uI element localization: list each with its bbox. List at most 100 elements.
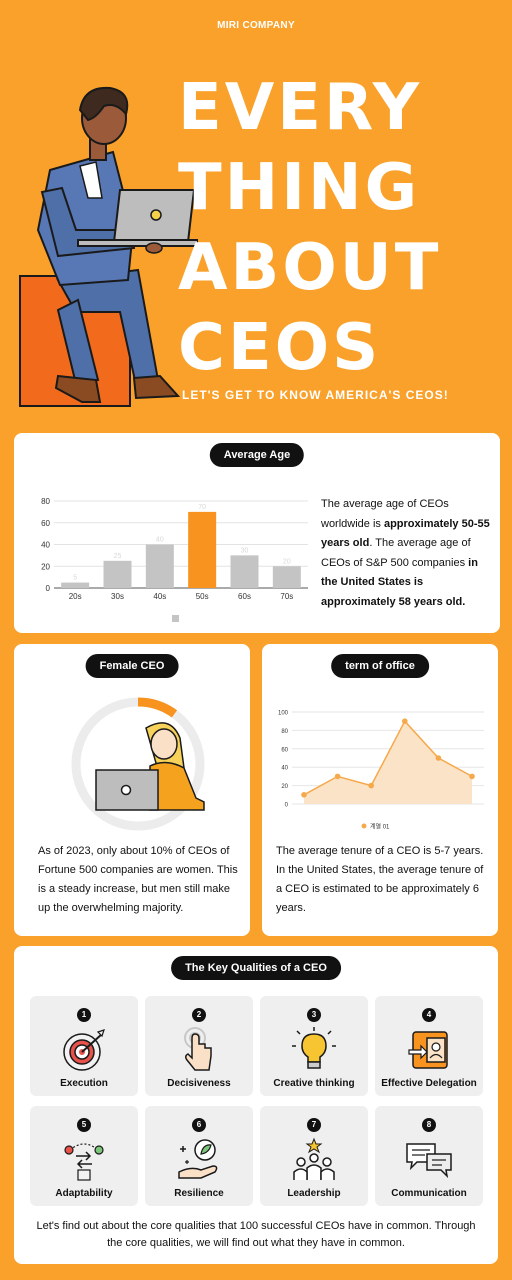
data-point bbox=[469, 773, 475, 780]
quality-number: 3 bbox=[307, 1008, 321, 1022]
data-label: 70 bbox=[198, 504, 206, 511]
x-tick-label: 20s bbox=[69, 592, 82, 601]
key-qualities-footer: Let's find out about the core qualities … bbox=[36, 1220, 476, 1249]
x-tick-label: 70s bbox=[280, 592, 293, 601]
chat-bubbles-icon bbox=[406, 1143, 452, 1179]
quality-label: Decisiveness bbox=[167, 1078, 231, 1089]
x-tick-label: 30s bbox=[111, 592, 124, 601]
data-point bbox=[402, 718, 408, 724]
legend-swatch bbox=[172, 615, 179, 622]
target-icon bbox=[63, 1029, 105, 1071]
quality-number: 7 bbox=[307, 1118, 321, 1132]
female-ceo-heading: Female CEO bbox=[85, 654, 179, 678]
quality-label: Adaptability bbox=[55, 1188, 113, 1199]
quality-label: Creative thinking bbox=[273, 1078, 355, 1089]
data-label: 20 bbox=[283, 558, 291, 565]
age-text-bold: approximately 50-55 years old bbox=[321, 517, 490, 550]
quality-tile-creative-thinking: 3 Creative thinking bbox=[260, 996, 368, 1096]
term-of-office-heading: term of office bbox=[331, 654, 429, 678]
data-label: 30 bbox=[241, 547, 249, 554]
term-of-office-description: The average tenure of a CEO is 5-7 years… bbox=[276, 845, 484, 914]
y-tick-label: 20 bbox=[281, 784, 288, 790]
quality-tile-adaptability: 5 Adaptability bbox=[30, 1106, 138, 1206]
x-tick-label: 40s bbox=[153, 592, 166, 601]
data-label: 40 bbox=[156, 537, 164, 544]
age-text-part: The average age of CEOs worldwide is bbox=[321, 498, 449, 530]
bar bbox=[230, 555, 259, 588]
quality-tile-effective-delegation: 4 Effective Delegation bbox=[375, 996, 483, 1096]
term-of-office-area-chart: 0 20 40 60 80 100 계열 01 bbox=[278, 711, 484, 831]
quality-number: 4 bbox=[422, 1008, 436, 1022]
data-point bbox=[334, 773, 341, 780]
y-tick-label: 80 bbox=[281, 729, 288, 735]
y-tick-label: 60 bbox=[41, 519, 50, 528]
age-text-part: . The average age of CEOs of S&P 500 com… bbox=[321, 537, 471, 569]
y-tick-label: 0 bbox=[285, 803, 289, 809]
average-age-bar-chart: 0 20 40 60 80 5 20s 25 30s 40 40s 70 50s 30 60s 20 70s bbox=[41, 497, 308, 622]
female-ceo-donut bbox=[71, 697, 205, 831]
lightbulb-icon bbox=[292, 1027, 336, 1069]
quality-label: Communication bbox=[391, 1188, 467, 1199]
key-qualities-heading: The Key Qualities of a CEO bbox=[171, 956, 341, 980]
bar bbox=[61, 582, 90, 588]
y-tick-label: 40 bbox=[41, 541, 50, 550]
laptop-logo bbox=[120, 784, 132, 796]
brand-name: MIRI COMPANY bbox=[217, 20, 295, 31]
plant-hand-icon bbox=[178, 1139, 218, 1179]
hero-title-line: CEOS bbox=[178, 311, 382, 385]
legend-marker bbox=[361, 823, 367, 829]
female-ceo-description: As of 2023, only about 10% of CEOs of Fo… bbox=[38, 845, 238, 914]
female-ceo-card: Female CEO As of 2023, only about 10% of… bbox=[14, 644, 250, 936]
ceo-laptop-illustration bbox=[19, 86, 198, 407]
quality-number: 1 bbox=[77, 1008, 91, 1022]
bar bbox=[145, 544, 174, 588]
key-qualities-card: The Key Qualities of a CEO 1 Execution 2… bbox=[14, 946, 498, 1264]
data-point bbox=[435, 755, 442, 761]
x-tick-label: 60s bbox=[238, 592, 251, 601]
legend-label: 계열 01 bbox=[370, 823, 390, 831]
quality-number: 6 bbox=[192, 1118, 206, 1132]
data-point bbox=[368, 782, 374, 789]
age-text-bold: in the United States is approximately 58… bbox=[321, 556, 478, 608]
quality-label: Resilience bbox=[174, 1188, 224, 1199]
y-tick-label: 40 bbox=[281, 766, 288, 772]
woman-face bbox=[150, 728, 178, 760]
y-tick-label: 80 bbox=[41, 497, 50, 506]
y-tick-label: 60 bbox=[281, 747, 288, 753]
data-point bbox=[301, 792, 307, 798]
quality-tile-leadership: 7 Leadership bbox=[260, 1106, 368, 1206]
woman-body bbox=[149, 761, 205, 811]
average-age-card: Average Age 0 20 40 60 80 5 20s 25 30s 40 40s 70 50s… bbox=[14, 433, 500, 633]
area-fill bbox=[304, 721, 472, 804]
hero-title-line: THING bbox=[178, 151, 421, 225]
quality-tile-decisiveness: 2 Decisiveness bbox=[145, 996, 253, 1096]
bar bbox=[188, 511, 217, 588]
y-tick-label: 0 bbox=[46, 584, 51, 593]
quality-number: 5 bbox=[77, 1118, 91, 1132]
hero-title-line: EVERY bbox=[178, 71, 423, 145]
quality-tile-resilience: 6 Resilience bbox=[145, 1106, 253, 1206]
delegation-icon bbox=[408, 1031, 448, 1069]
quality-number: 8 bbox=[422, 1118, 436, 1132]
bar bbox=[103, 560, 132, 588]
average-age-heading: Average Age bbox=[209, 443, 305, 467]
donut-percent-arc bbox=[137, 697, 178, 718]
data-label: 25 bbox=[114, 553, 122, 560]
hero-title-line: ABOUT bbox=[178, 231, 442, 305]
hero-subtitle: LET'S GET TO KNOW AMERICA'S CEOS! bbox=[182, 388, 449, 402]
team-icon bbox=[293, 1137, 335, 1180]
bar bbox=[272, 566, 301, 588]
hero-title: EVERY THING ABOUT CEOS bbox=[178, 68, 441, 388]
term-of-office-card: term of office 0 20 40 60 80 100 계열 01 The ave… bbox=[262, 644, 498, 936]
series-line bbox=[303, 719, 473, 796]
quality-tile-execution: 1 Execution bbox=[30, 996, 138, 1096]
quality-label: Leadership bbox=[287, 1188, 341, 1199]
adaptability-icon bbox=[64, 1143, 104, 1181]
quality-label: Effective Delegation bbox=[381, 1078, 477, 1089]
y-tick-label: 20 bbox=[41, 562, 50, 571]
pointer-hand-icon bbox=[184, 1027, 212, 1071]
y-tick-label: 100 bbox=[278, 711, 289, 717]
quality-label: Execution bbox=[60, 1078, 108, 1089]
quality-number: 2 bbox=[192, 1008, 206, 1022]
data-label: 5 bbox=[73, 575, 77, 582]
